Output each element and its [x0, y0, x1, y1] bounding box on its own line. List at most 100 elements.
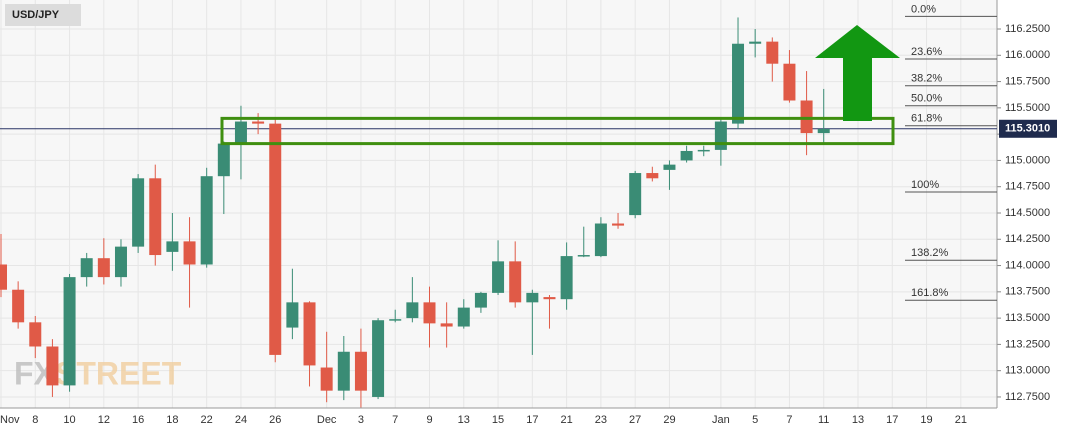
- candle-body: [97, 258, 110, 278]
- x-tick-label: 23: [595, 414, 607, 426]
- x-tick-label: 29: [663, 414, 675, 426]
- candle-body: [509, 261, 522, 303]
- candle-body: [663, 164, 676, 170]
- last-price-label: 115.3010: [1005, 123, 1050, 135]
- x-tick-label: 21: [560, 414, 572, 426]
- x-tick-label: 13: [458, 414, 470, 426]
- x-tick-label: 24: [235, 414, 247, 426]
- arrow-up: [815, 25, 900, 121]
- x-tick-label: 7: [786, 414, 792, 426]
- candle-body: [680, 150, 693, 161]
- x-tick-label: 8: [32, 414, 38, 426]
- candle-body: [697, 149, 710, 152]
- candle-body: [406, 302, 419, 319]
- x-tick-label: 15: [492, 414, 504, 426]
- candle-body: [560, 256, 573, 300]
- candle-body: [234, 121, 247, 144]
- candle-body: [132, 178, 145, 247]
- y-tick-label: 114.7500: [1005, 181, 1050, 193]
- x-tick-label: 19: [920, 414, 932, 426]
- candle-body: [200, 176, 213, 265]
- candle-body: [800, 100, 813, 134]
- y-tick-label: 112.7500: [1005, 391, 1050, 403]
- candle-body: [372, 320, 385, 397]
- candle-body: [252, 121, 265, 124]
- zone-box: [220, 116, 895, 146]
- fib-label: 100%: [911, 179, 939, 191]
- candle-body: [183, 241, 196, 265]
- candle-body: [269, 123, 282, 355]
- candle-body: [0, 264, 7, 290]
- candle-body: [646, 173, 659, 179]
- candle-body: [766, 41, 779, 64]
- x-tick-label: 26: [269, 414, 281, 426]
- candle-body: [457, 307, 470, 327]
- x-tick-label: 22: [201, 414, 213, 426]
- x-tick-label: 12: [98, 414, 110, 426]
- candle-body: [526, 292, 539, 303]
- symbol-box: [5, 4, 81, 26]
- x-tick-label: 10: [63, 414, 75, 426]
- last-price-box: [999, 119, 1057, 138]
- y-tick-label: 113.2500: [1005, 338, 1050, 350]
- candle-body: [714, 121, 727, 150]
- candle-body: [594, 223, 607, 257]
- fib-label: 38.2%: [911, 73, 942, 85]
- candle-body: [46, 346, 59, 386]
- fib-label: 50.0%: [911, 93, 942, 105]
- candle-body: [543, 297, 556, 300]
- watermark: STREET: [55, 355, 182, 391]
- x-tick-label: 16: [132, 414, 144, 426]
- candle-body: [474, 292, 487, 308]
- candle-body: [149, 178, 162, 256]
- fib-label: 61.8%: [911, 113, 942, 125]
- candle-body: [29, 322, 42, 347]
- candle-body: [337, 351, 350, 391]
- fib-label: 23.6%: [911, 46, 942, 58]
- y-tick-label: 114.5000: [1005, 207, 1050, 219]
- y-tick-label: 115.0000: [1005, 154, 1050, 166]
- fib-label: 138.2%: [911, 247, 949, 259]
- y-tick-label: 113.0000: [1005, 365, 1050, 377]
- y-tick-label: 116.2500: [1005, 23, 1050, 35]
- candle-body: [423, 302, 436, 324]
- x-tick-label: 17: [886, 414, 898, 426]
- candle-body: [577, 255, 590, 257]
- x-tick-label: 21: [955, 414, 967, 426]
- candle-body: [817, 128, 830, 134]
- candle-body: [749, 41, 762, 44]
- y-tick-label: 113.7500: [1005, 286, 1050, 298]
- x-tick-label: 7: [392, 414, 398, 426]
- x-tick-label: 27: [629, 414, 641, 426]
- candle-body: [732, 43, 745, 124]
- candle-body: [440, 323, 453, 327]
- candle-body: [492, 261, 505, 293]
- candle-body: [303, 302, 316, 366]
- candle-body: [389, 319, 402, 321]
- x-tick-label: Dec: [317, 414, 337, 426]
- x-tick-label: Jan: [712, 414, 730, 426]
- fib-label: 0.0%: [911, 3, 936, 15]
- candle-body: [286, 302, 299, 328]
- y-tick-label: 115.5000: [1005, 102, 1050, 114]
- y-tick-label: 116.0000: [1005, 49, 1050, 61]
- fib-label: 161.8%: [911, 287, 949, 299]
- y-tick-label: 114.0000: [1005, 259, 1050, 271]
- x-tick-label: 18: [166, 414, 178, 426]
- candle-body: [783, 63, 796, 101]
- y-tick-label: 114.2500: [1005, 233, 1050, 245]
- candle-body: [354, 351, 367, 391]
- candle-body: [63, 277, 76, 386]
- y-tick-label: 115.7500: [1005, 75, 1050, 87]
- candle-body: [629, 173, 642, 216]
- x-tick-label: 9: [426, 414, 432, 426]
- x-tick-label: 17: [526, 414, 538, 426]
- x-tick-label: 11: [818, 414, 829, 426]
- x-tick-label: 3: [358, 414, 364, 426]
- x-tick-label: 13: [852, 414, 864, 426]
- candle-body: [217, 143, 230, 177]
- candle-body: [166, 241, 179, 252]
- symbol-label: USD/JPY: [12, 9, 60, 21]
